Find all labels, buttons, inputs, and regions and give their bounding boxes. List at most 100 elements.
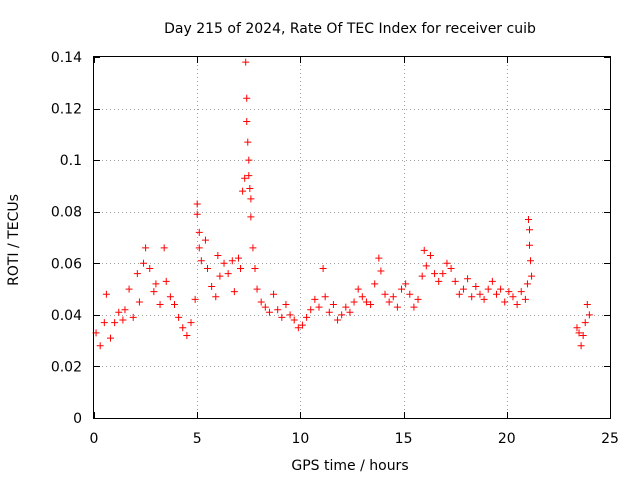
data-point	[321, 293, 329, 301]
data-point	[107, 334, 115, 342]
data-point	[484, 285, 492, 293]
chart-title: Day 215 of 2024, Rate Of TEC Index for r…	[164, 21, 536, 37]
data-point	[241, 174, 249, 182]
x-tick-label: 0	[90, 431, 99, 447]
data-point	[170, 301, 178, 309]
data-point	[191, 295, 199, 303]
y-tick-label: 0.04	[51, 308, 82, 324]
data-point	[121, 306, 129, 314]
data-point	[187, 319, 195, 327]
data-point	[234, 254, 242, 262]
data-point	[245, 172, 253, 180]
data-point	[257, 298, 265, 306]
x-tick-label: 20	[498, 431, 516, 447]
y-tick-label: 0.1	[60, 153, 82, 169]
data-point	[261, 303, 269, 311]
data-point	[375, 254, 383, 262]
data-point	[303, 313, 311, 321]
data-point	[524, 215, 532, 223]
x-axis-label: GPS time / hours	[291, 458, 408, 474]
data-point	[125, 285, 133, 293]
data-point	[517, 288, 525, 296]
data-point	[497, 285, 505, 293]
data-point	[224, 270, 232, 278]
data-point	[265, 308, 273, 316]
data-point	[342, 303, 350, 311]
data-point	[526, 226, 534, 234]
data-point	[245, 156, 253, 164]
data-point	[583, 301, 591, 309]
data-point	[527, 257, 535, 265]
data-point	[472, 282, 480, 290]
data-point	[193, 210, 201, 218]
data-point	[208, 282, 216, 290]
plot-frame	[93, 56, 611, 419]
data-point	[385, 298, 393, 306]
data-point	[521, 295, 529, 303]
data-point	[96, 342, 104, 350]
data-point	[230, 288, 238, 296]
data-point	[286, 311, 294, 319]
data-point	[319, 264, 327, 272]
data-point	[338, 311, 346, 319]
data-point	[298, 321, 306, 329]
y-tick-label: 0.14	[51, 50, 82, 66]
data-point	[216, 272, 224, 280]
data-point	[249, 244, 257, 252]
data-point	[377, 267, 385, 275]
data-point	[239, 187, 247, 195]
data-point	[418, 272, 426, 280]
data-point	[398, 285, 406, 293]
data-point	[228, 257, 236, 265]
data-point	[362, 298, 370, 306]
data-point	[212, 293, 220, 301]
data-point	[451, 277, 459, 285]
data-point	[166, 293, 174, 301]
data-point	[346, 308, 354, 316]
data-point	[579, 331, 587, 339]
data-point	[152, 280, 160, 288]
data-point	[135, 298, 143, 306]
data-point	[183, 331, 191, 339]
data-point	[367, 301, 375, 309]
data-point	[195, 244, 203, 252]
data-point	[195, 228, 203, 236]
y-tick-label: 0	[73, 411, 82, 427]
data-point	[102, 290, 110, 298]
data-point	[468, 293, 476, 301]
data-point	[142, 244, 150, 252]
data-point	[274, 306, 282, 314]
data-point	[253, 285, 261, 293]
data-point	[575, 329, 583, 337]
y-tick-label: 0.12	[51, 102, 82, 118]
data-point	[420, 246, 428, 254]
data-point	[140, 259, 148, 267]
data-point	[193, 200, 201, 208]
data-point	[197, 257, 205, 265]
data-point	[410, 303, 418, 311]
data-point	[577, 342, 585, 350]
data-point	[501, 298, 509, 306]
data-point	[247, 195, 255, 203]
data-point	[311, 295, 319, 303]
data-point	[162, 277, 170, 285]
data-point	[247, 213, 255, 221]
x-tick-label: 10	[291, 431, 309, 447]
data-point	[204, 264, 212, 272]
data-point	[422, 262, 430, 270]
data-point	[251, 264, 259, 272]
data-point	[443, 259, 451, 267]
data-point	[476, 290, 484, 298]
data-point	[237, 264, 245, 272]
y-axis-label: ROTI / TECUs	[6, 194, 22, 286]
data-point	[307, 306, 315, 314]
axis-ticks: 0 5 10 15 20 25 0 0.02 0.04 0.06 0.08 0.1 0.12 0.14	[51, 50, 619, 447]
data-point	[115, 308, 123, 316]
data-point	[513, 301, 521, 309]
data-point	[523, 280, 531, 288]
y-tick-label: 0.06	[51, 256, 82, 272]
data-point	[455, 290, 463, 298]
data-point	[244, 138, 252, 146]
data-point	[505, 288, 513, 296]
